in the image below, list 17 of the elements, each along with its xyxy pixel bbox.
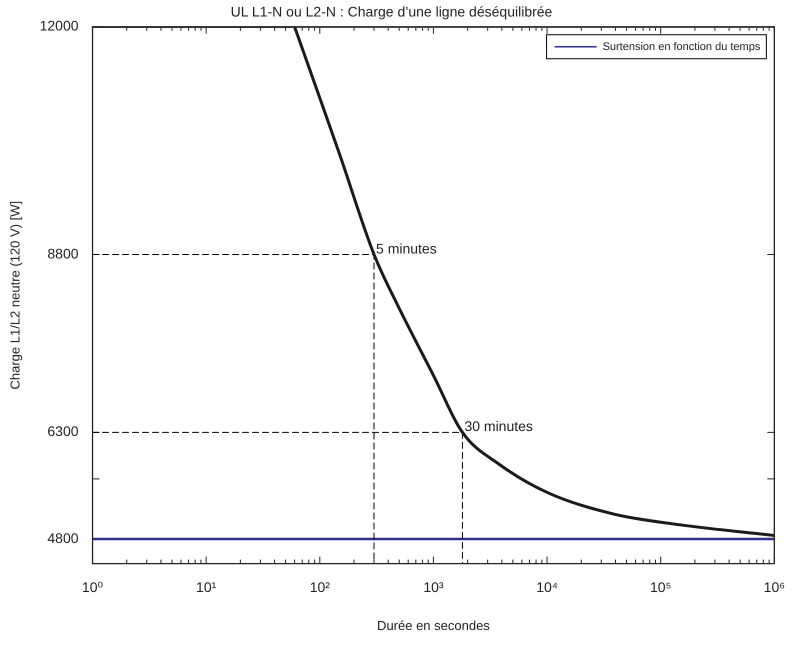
chart-title: UL L1-N ou L2-N : Charge d’une ligne déséquilibrée [230, 3, 553, 20]
x-tick-label: 10⁰ [82, 578, 104, 595]
x-tick-label: 10⁵ [650, 578, 672, 595]
annotation: 30 minutes [464, 418, 533, 434]
x-tick-label: 10² [310, 578, 330, 595]
x-tick-label: 10³ [423, 578, 444, 595]
y-tick-label: 12000 [40, 18, 79, 34]
y-tick-label: 6300 [47, 423, 79, 440]
legend-label: Surtension en fonction du temps [602, 40, 761, 53]
annotation: 5 minutes [376, 240, 437, 256]
y-tick-label: 4800 [47, 530, 79, 546]
x-tick-label: 10⁶ [764, 578, 786, 595]
y-axis-title: Charge L1/L2 neutre (120 V) [W] [7, 200, 22, 390]
x-tick-label: 10⁴ [536, 578, 558, 595]
y-tick-label: 8800 [47, 245, 79, 262]
x-axis-title: Durée en secondes [377, 618, 490, 633]
x-tick-label: 10¹ [196, 578, 217, 595]
